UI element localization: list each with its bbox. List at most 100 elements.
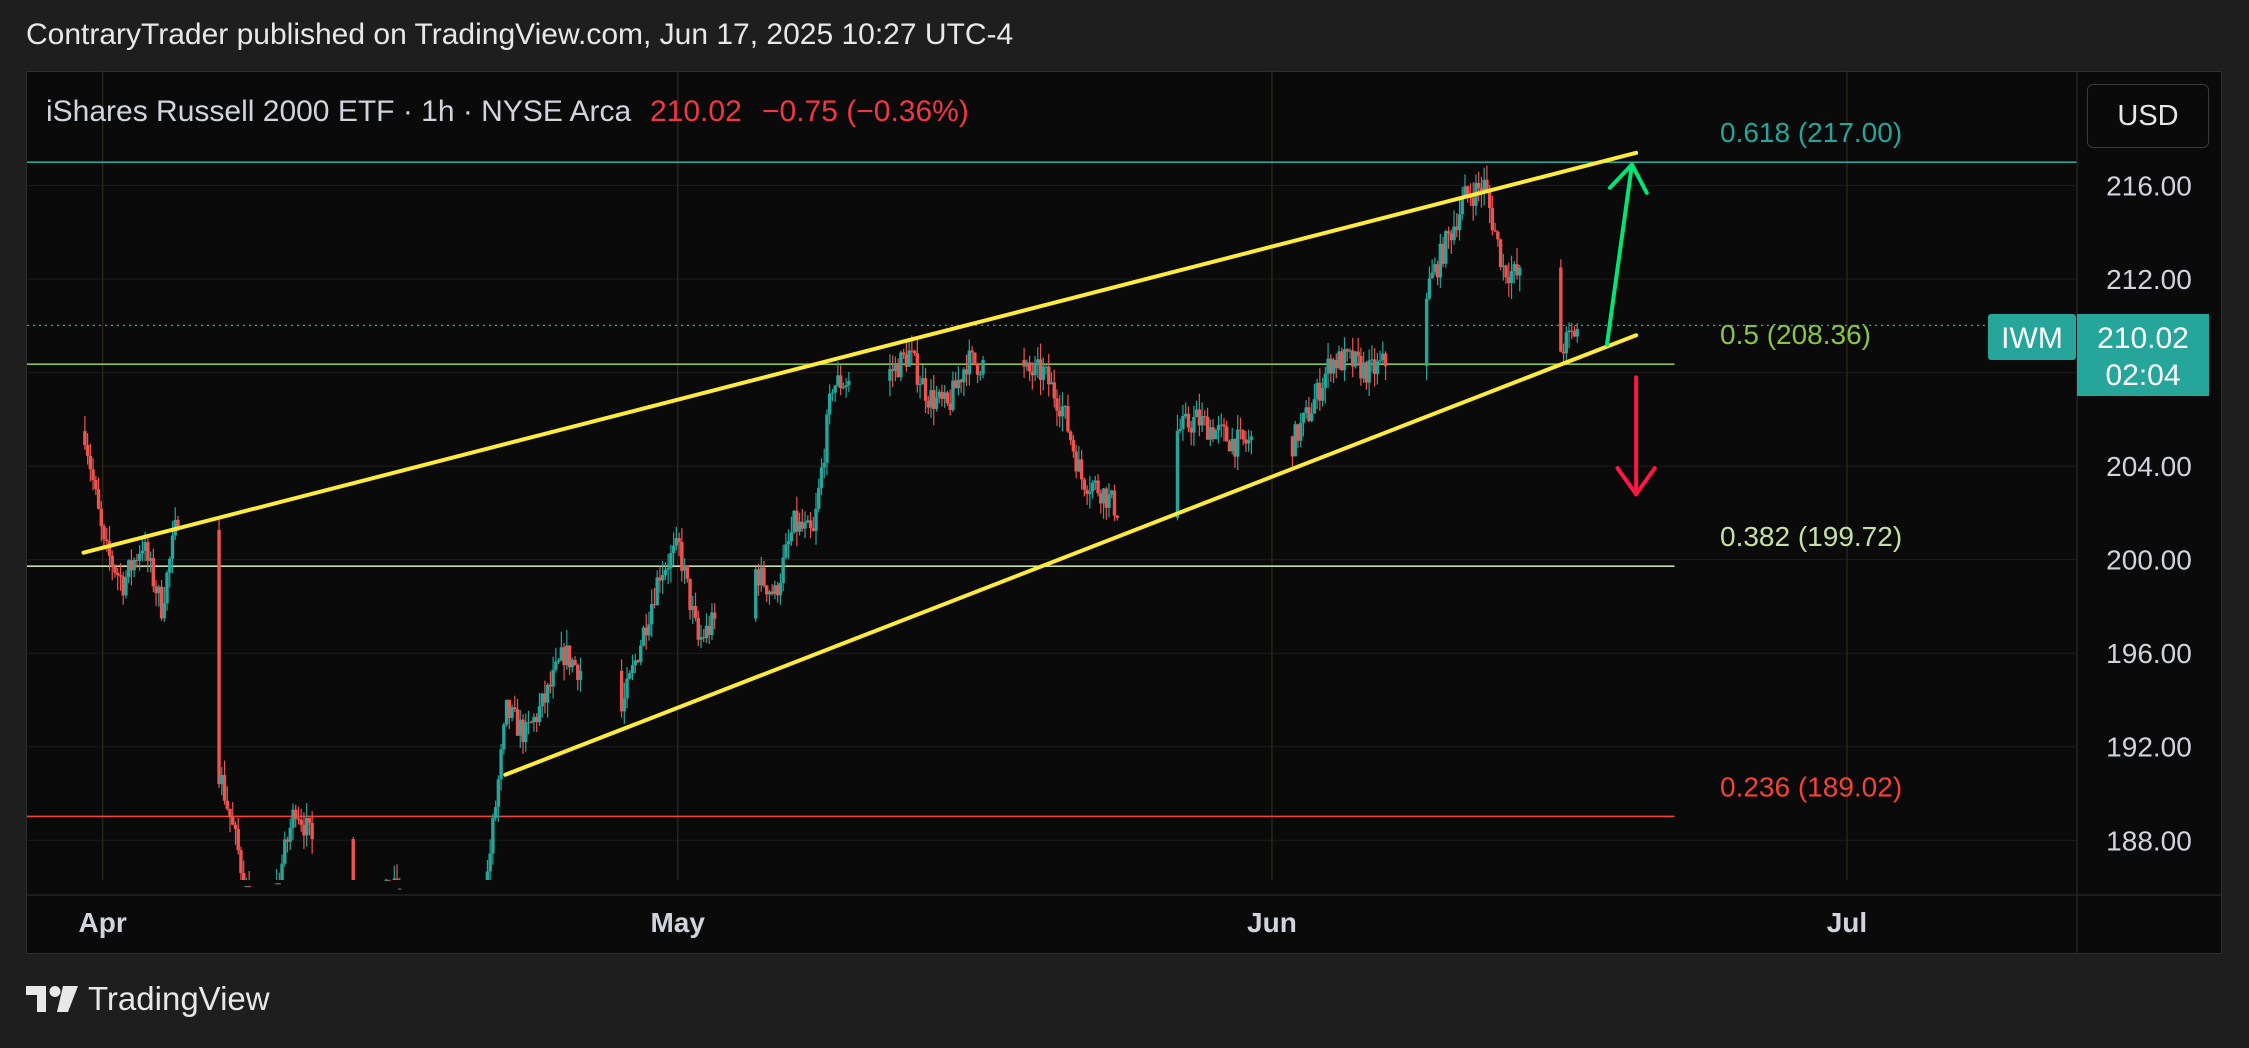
candle-body	[294, 809, 298, 819]
candle-body	[548, 684, 553, 687]
candle-body	[685, 565, 690, 579]
candle-body	[641, 627, 646, 646]
candle-body	[283, 839, 287, 864]
candle-body	[669, 553, 673, 569]
candle-body	[1290, 436, 1295, 457]
candle-body	[241, 873, 246, 880]
candle-body	[893, 363, 898, 372]
candle-body	[1189, 427, 1193, 433]
candle-body	[1572, 330, 1577, 337]
candle-body	[830, 392, 835, 394]
candle-body	[143, 542, 147, 551]
candle-body	[959, 379, 963, 383]
candle-body	[1233, 438, 1237, 457]
y-tick-label: 192.00	[2106, 732, 2192, 763]
candle-body	[792, 510, 796, 533]
candle-body	[1326, 358, 1330, 374]
candle-body	[633, 660, 637, 666]
candle-body	[1049, 382, 1054, 385]
candle-body	[1077, 459, 1081, 472]
currency-button[interactable]: USD	[2087, 84, 2209, 148]
channel-lines	[81, 150, 1639, 777]
candle-body	[1493, 230, 1497, 232]
candle-body	[562, 647, 566, 666]
candle-body	[1351, 350, 1355, 367]
candle-body	[543, 693, 547, 703]
candle-body	[398, 888, 402, 890]
candle-body	[912, 350, 917, 354]
arrow-down-icon-head	[1634, 466, 1657, 497]
ticker-tag-bg	[1988, 314, 2076, 360]
candle-body	[677, 538, 681, 543]
candle-body	[1342, 349, 1347, 371]
candle-body	[1186, 413, 1191, 428]
candle-body	[507, 699, 512, 718]
candle-body	[1424, 298, 1429, 367]
candle-body	[1041, 366, 1045, 380]
candle-body	[1033, 362, 1037, 376]
candle-body	[239, 850, 243, 874]
candle-body	[129, 560, 134, 571]
candle-body	[1197, 409, 1202, 426]
candle-body	[814, 508, 818, 531]
candle-body	[1329, 358, 1333, 374]
candle-body	[844, 385, 848, 388]
candle-body	[943, 392, 947, 399]
candle-body	[1433, 264, 1437, 273]
candle-body	[666, 568, 670, 570]
candle-body	[655, 577, 659, 606]
candle-body	[1222, 424, 1226, 427]
candle-body	[162, 603, 166, 619]
candle-body	[307, 818, 312, 823]
candle-body	[491, 818, 495, 854]
candle-body	[526, 722, 531, 724]
candle-body	[395, 878, 399, 880]
candle-body	[1452, 226, 1456, 241]
candle-body	[1058, 410, 1062, 417]
candle-body	[94, 479, 98, 489]
candle-body	[1340, 351, 1344, 371]
candle-body	[819, 467, 824, 488]
candle-body	[1334, 359, 1338, 369]
chart-frame	[26, 71, 2222, 954]
candle-body	[222, 775, 227, 801]
candle-body	[102, 526, 106, 540]
candle-body	[485, 871, 490, 880]
candle-body	[644, 627, 648, 636]
candle-body	[556, 660, 561, 662]
candle-body	[1361, 362, 1366, 379]
arrow-down-icon-head	[1615, 466, 1639, 497]
x-tick-label: Jul	[1827, 907, 1867, 938]
channel-upper-line	[81, 150, 1639, 555]
candle-body	[910, 350, 914, 352]
candle-body	[1482, 179, 1486, 193]
candle-body	[918, 384, 922, 386]
candle-body	[800, 521, 805, 529]
candle-body	[105, 539, 109, 542]
candle-body	[973, 352, 977, 364]
candle-body	[1036, 359, 1040, 363]
candle-body	[518, 719, 522, 736]
candle-body	[890, 369, 895, 372]
candle-body	[923, 378, 928, 401]
candle-body	[1485, 179, 1489, 192]
candle-body	[154, 586, 158, 594]
candle-body	[786, 541, 791, 545]
candle-body	[1060, 406, 1065, 417]
candle-body	[978, 374, 983, 376]
fib-label: 0.236 (189.02)	[1720, 771, 1902, 802]
candle-body	[384, 879, 388, 881]
candle-body	[1099, 493, 1103, 504]
candle-body	[797, 521, 802, 532]
candle-body	[291, 809, 295, 828]
candle-body	[515, 709, 520, 736]
candle-body	[1047, 366, 1051, 385]
candle-body	[1301, 412, 1306, 423]
candle-body	[1022, 359, 1026, 367]
candle-body	[1570, 330, 1574, 332]
candle-body	[712, 612, 717, 619]
candle-body	[962, 369, 966, 383]
candle-body	[625, 678, 629, 699]
candle-body	[118, 575, 123, 577]
